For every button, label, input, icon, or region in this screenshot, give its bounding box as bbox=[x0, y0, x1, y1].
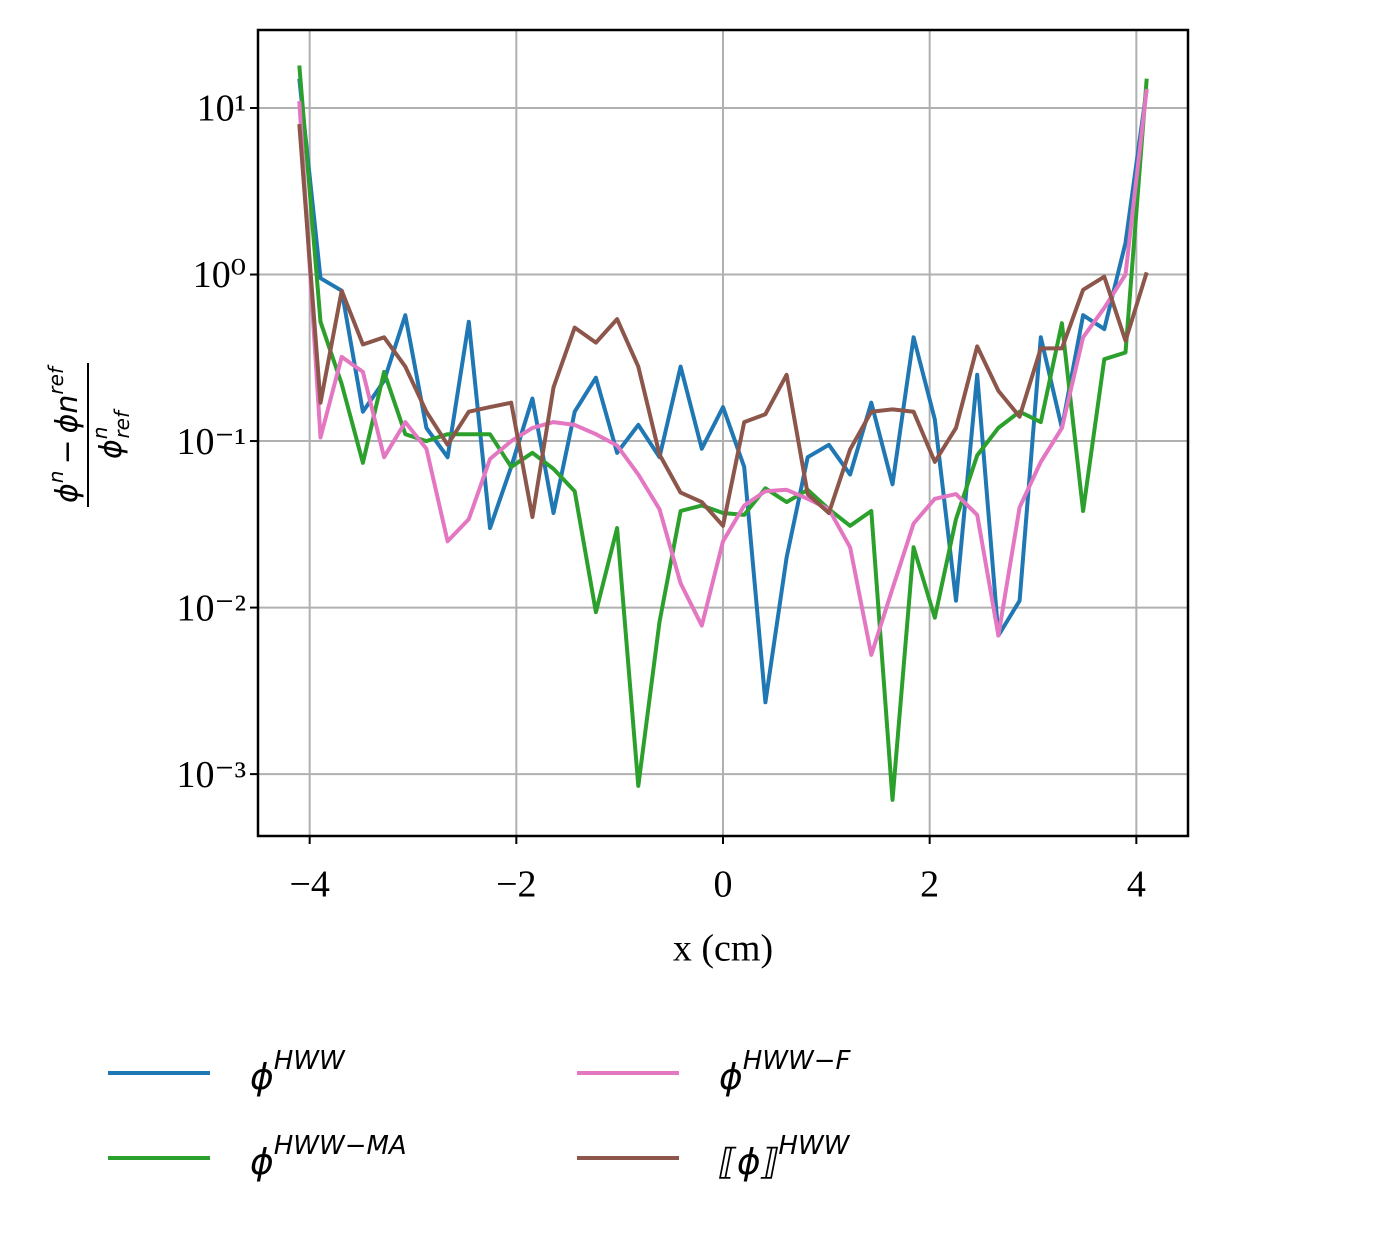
y-label-denominator: ϕnref bbox=[88, 408, 134, 459]
legend-name: ϕ bbox=[719, 1057, 743, 1098]
y-label-part: n bbox=[50, 395, 85, 414]
legend-name: ϕ bbox=[250, 1057, 274, 1098]
x-tick-label: 2 bbox=[920, 864, 939, 906]
legend-label: ϕHWW−F bbox=[719, 1046, 852, 1099]
legend-superscript: HWW bbox=[778, 1131, 850, 1161]
plot-frame bbox=[256, 28, 1190, 838]
legend-name: ⟦ϕ⟧ bbox=[718, 1142, 779, 1183]
legend-superscript: HWW−F bbox=[743, 1046, 852, 1076]
data-line bbox=[297, 88, 1149, 657]
y-tick-label: 10¹ bbox=[197, 88, 246, 130]
y-tick-label: 10⁻³ bbox=[177, 754, 246, 796]
legend-name: ϕ bbox=[250, 1142, 274, 1183]
x-tick-label: 0 bbox=[714, 864, 733, 906]
y-label-part: ϕ bbox=[94, 439, 129, 459]
x-tick-label: −4 bbox=[289, 864, 329, 906]
x-tick-label: −2 bbox=[496, 864, 536, 906]
y-label-part: − bbox=[50, 439, 85, 464]
legend-superscript: HWW bbox=[274, 1046, 346, 1076]
legend-label: ϕHWW bbox=[250, 1046, 346, 1099]
y-tick-label: 10⁻¹ bbox=[177, 421, 246, 463]
legend-label: ⟦ϕ⟧HWW bbox=[718, 1131, 851, 1184]
y-tick-label: 10⁰ bbox=[193, 254, 246, 296]
y-label-numerator: ϕn−ϕnref bbox=[44, 364, 85, 503]
y-label-part: n bbox=[44, 471, 68, 484]
y-label-part: n bbox=[88, 427, 112, 440]
y-label-part: ϕ bbox=[50, 414, 85, 434]
data-line bbox=[297, 78, 1149, 705]
x-axis-label: x (cm) bbox=[673, 928, 773, 970]
legend-label: ϕHWW−MA bbox=[250, 1131, 407, 1184]
x-tick-label: 4 bbox=[1127, 864, 1146, 906]
legend-superscript: HWW−MA bbox=[274, 1131, 407, 1161]
y-label-part: ref bbox=[44, 364, 68, 395]
data-line bbox=[297, 123, 1149, 528]
y-label-part: ϕ bbox=[50, 483, 85, 503]
y-label-part: ref bbox=[110, 408, 134, 439]
y-tick-label: 10⁻² bbox=[177, 587, 246, 629]
